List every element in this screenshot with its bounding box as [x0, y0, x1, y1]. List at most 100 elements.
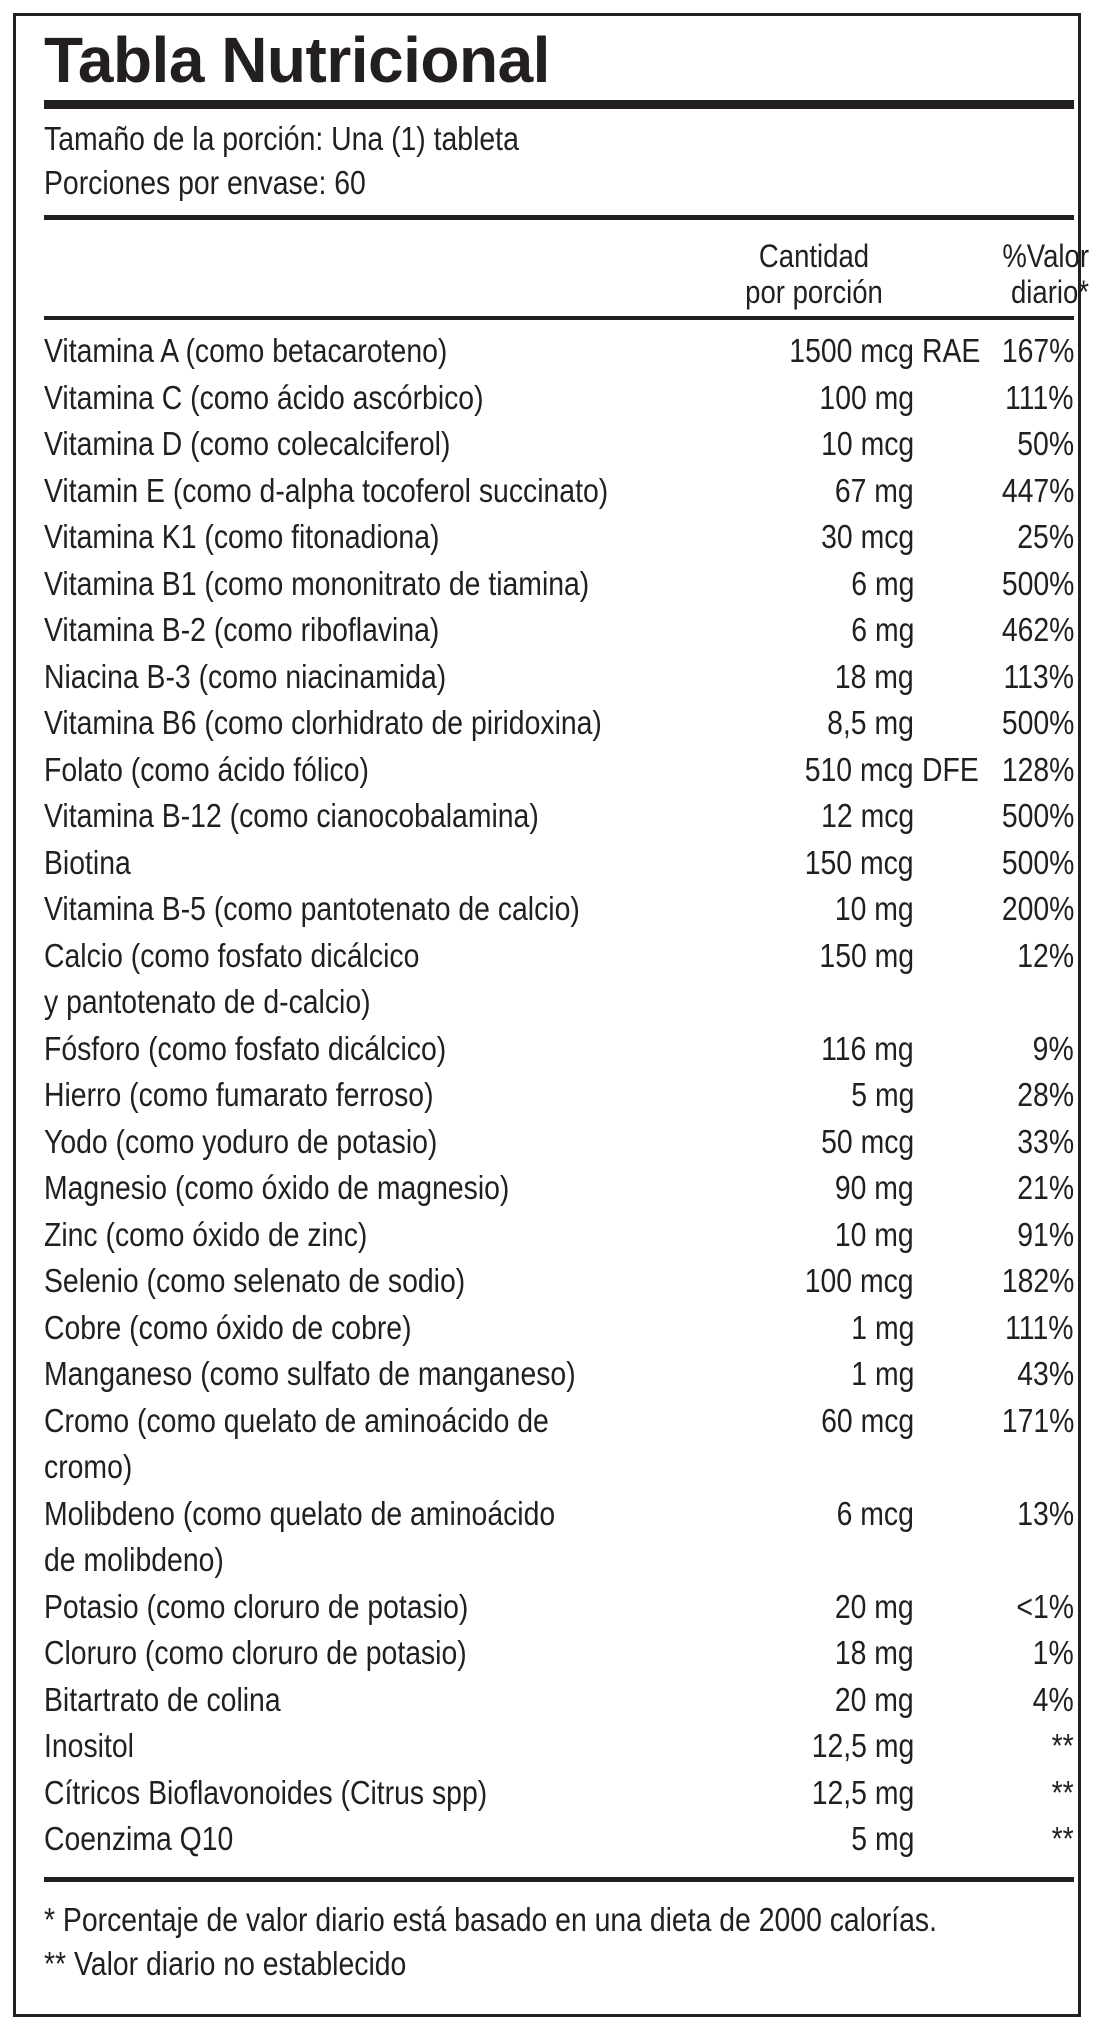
- nutrient-amount: 6 mg: [850, 564, 914, 602]
- nutrient-name-line1: Manganeso (como sulfato de manganeso): [44, 1355, 576, 1392]
- header-divider: [44, 316, 1074, 320]
- nutrient-daily-value: **: [1051, 1820, 1074, 1857]
- nutrient-name-line1: Coenzima Q10: [44, 1820, 234, 1857]
- nutrient-name-line1: Vitamina B1 (como mononitrato de tiamina…: [44, 564, 590, 602]
- nutrient-amount: 150 mcg: [805, 843, 914, 881]
- nutrient-name-line1: Biotina: [44, 843, 131, 881]
- nutrient-name: Cítricos Bioflavonoides (Citrus spp): [44, 1770, 663, 1817]
- nutrient-name-line1: Cobre (como óxido de cobre): [44, 1308, 412, 1346]
- nutrient-name-line1: Molibdeno (como quelato de aminoácido: [44, 1494, 556, 1532]
- nutrient-name: Cobre (como óxido de cobre): [44, 1305, 663, 1352]
- nutrient-amount: 20 mg: [835, 1587, 914, 1625]
- nutrient-name: Manganeso (como sulfato de manganeso): [44, 1351, 663, 1398]
- nutrient-amount: 50 mcg: [820, 1122, 914, 1160]
- nutrient-name-line1: Vitamina B-2 (como riboflavina): [44, 611, 440, 648]
- nutrient-name-line2: de molibdeno): [44, 1541, 224, 1578]
- nutrient-name: Vitamina B-2 (como riboflavina): [44, 607, 663, 654]
- nutrient-row: Cromo (como quelato de aminoácido de crom…: [44, 1398, 1074, 1491]
- nutrient-name: Biotina: [44, 840, 663, 887]
- amount-header-line2: por porción: [745, 274, 883, 310]
- nutrient-amount: 18 mg: [835, 657, 914, 695]
- nutrient-name-line1: Vitamina C (como ácido ascórbico): [44, 378, 484, 416]
- footnotes: * Porcentaje de valor diario está basado…: [44, 1898, 938, 1986]
- footnote-not-established: ** Valor diario no establecido: [44, 1944, 407, 1982]
- nutrient-name: Cloruro (como cloruro de potasio): [44, 1630, 663, 1677]
- nutrient-amount: 10 mcg: [820, 425, 914, 462]
- nutrient-amount: 1500 mcg: [789, 332, 914, 369]
- label-content: Tabla Nutricional Tamaño de la porción: …: [44, 16, 1089, 1986]
- nutrient-row: Cloruro (como cloruro de potasio) 18 mg 1%: [44, 1630, 1074, 1677]
- nutrient-name: Selenio (como selenato de sodio): [44, 1258, 663, 1305]
- servings-per-container: Porciones por envase: 60: [44, 164, 366, 201]
- nutrient-name: Vitamin E (como d-alpha tocoferol succin…: [44, 468, 663, 515]
- nutrient-row: Cobre (como óxido de cobre) 1 mg 111%: [44, 1305, 1074, 1352]
- nutrient-row: Yodo (como yoduro de potasio) 50 mcg 33%: [44, 1119, 1074, 1166]
- nutrient-daily-value: 171%: [1001, 1401, 1074, 1439]
- nutrient-row: Vitamina B-12 (como cianocobalamina) 12 m…: [44, 793, 1074, 840]
- label-title: Tabla Nutricional: [44, 24, 550, 96]
- nutrient-row: Folato (como ácido fólico) 510 mcg DFE 128%: [44, 747, 1074, 794]
- footnote-daily-value: * Porcentaje de valor diario está basado…: [44, 1900, 938, 1938]
- nutrient-name: Vitamina K1 (como fitonadiona): [44, 514, 663, 561]
- nutrient-row: Zinc (como óxido de zinc) 10 mg 91%: [44, 1212, 1074, 1259]
- amount-header-line1: Cantidad: [758, 238, 870, 274]
- nutrient-row: Cítricos Bioflavonoides (Citrus spp) 12,5…: [44, 1770, 1074, 1817]
- nutrient-name-line1: Vitamina D (como colecalciferol): [44, 425, 451, 462]
- nutrient-daily-value: 43%: [1017, 1355, 1074, 1392]
- nutrient-row: Fósforo (como fosfato dicálcico) 116 mg 9%: [44, 1026, 1074, 1073]
- nutrient-row: Coenzima Q10 5 mg **: [44, 1816, 1074, 1863]
- nutrient-name-line1: Vitamin E (como d-alpha tocoferol succin…: [44, 471, 609, 509]
- nutrient-daily-value: 13%: [1017, 1494, 1074, 1532]
- nutrient-daily-value: 12%: [1017, 936, 1074, 974]
- nutrient-name: Vitamina A (como betacaroteno): [44, 328, 663, 375]
- nutrient-name-line1: Yodo (como yoduro de potasio): [44, 1122, 438, 1160]
- nutrient-name-line1: Folato (como ácido fólico): [44, 750, 369, 788]
- nutrient-name-line1: Cítricos Bioflavonoides (Citrus spp): [44, 1773, 488, 1811]
- nutrient-daily-value: 447%: [1001, 471, 1074, 509]
- nutrient-row: Niacina B-3 (como niacinamida) 18 mg 113%: [44, 654, 1074, 701]
- nutrient-amount: 116 mg: [821, 1029, 914, 1067]
- nutrient-row: Vitamina B-5 (como pantotenato de calcio…: [44, 886, 1074, 933]
- nutrient-amount: 100 mg: [819, 378, 914, 416]
- amount-header: Cantidad por porción: [709, 238, 919, 310]
- nutrient-amount: 60 mcg: [820, 1401, 914, 1439]
- nutrient-amount: 90 mg: [835, 1169, 914, 1206]
- title-divider: [44, 100, 1074, 109]
- nutrient-row: Bitartrato de colina 20 mg 4%: [44, 1677, 1074, 1724]
- nutrient-amount: 12 mcg: [820, 797, 914, 834]
- serving-info: Tamaño de la porción: Una (1) tableta Po…: [44, 117, 930, 205]
- nutrient-name-line1: Bitartrato de colina: [44, 1680, 281, 1718]
- nutrient-daily-value: 91%: [1017, 1215, 1074, 1253]
- nutrient-name-line1: Vitamina K1 (como fitonadiona): [44, 518, 440, 555]
- nutrient-list: Vitamina A (como betacaroteno) 1500 mcg RA…: [44, 320, 1074, 1863]
- daily-value-header: %Valor diario*: [949, 238, 1089, 310]
- nutrient-row: Inositol 12,5 mg **: [44, 1723, 1074, 1770]
- nutrient-name-line2: cromo): [44, 1448, 133, 1485]
- nutrient-daily-value: **: [1051, 1773, 1074, 1811]
- nutrient-row: Vitamina B6 (como clorhidrato de piridox…: [44, 700, 1074, 747]
- nutrient-name-line1: Zinc (como óxido de zinc): [44, 1215, 368, 1253]
- nutrient-row: Magnesio (como óxido de magnesio) 90 mg 21…: [44, 1165, 1074, 1212]
- nutrient-name: Vitamina D (como colecalciferol): [44, 421, 663, 468]
- nutrient-unit-qualifier: RAE: [922, 332, 981, 369]
- nutrient-daily-value: 25%: [1017, 518, 1074, 555]
- nutrient-name: Yodo (como yoduro de potasio): [44, 1119, 663, 1166]
- nutrient-name: Calcio (como fosfato dicálcico y pantoten…: [44, 933, 663, 1026]
- nutrient-daily-value: 500%: [1001, 843, 1074, 881]
- column-headers: Cantidad por porción %Valor diario*: [44, 228, 1089, 316]
- nutrient-amount: 30 mcg: [820, 518, 914, 555]
- nutrient-name: Vitamina B1 (como mononitrato de tiamina…: [44, 561, 663, 608]
- nutrient-daily-value: 28%: [1017, 1076, 1074, 1113]
- nutrient-row: Manganeso (como sulfato de manganeso) 1 m…: [44, 1351, 1074, 1398]
- nutrient-name-line1: Cromo (como quelato de aminoácido de: [44, 1401, 549, 1439]
- nutrient-row: Vitamina A (como betacaroteno) 1500 mcg RA…: [44, 328, 1074, 375]
- nutrient-name-line1: Vitamina B-5 (como pantotenato de calcio…: [44, 890, 580, 927]
- nutrient-amount: 20 mg: [835, 1680, 914, 1718]
- nutrient-amount: 67 mg: [835, 471, 914, 509]
- nutrient-daily-value: 4%: [1032, 1680, 1074, 1718]
- nutrient-amount: 5 mg: [850, 1076, 914, 1113]
- nutrient-name-line1: Vitamina A (como betacaroteno): [44, 332, 448, 369]
- nutrient-daily-value: 21%: [1017, 1169, 1074, 1206]
- nutrient-name: Inositol: [44, 1723, 663, 1770]
- nutrient-name: Niacina B-3 (como niacinamida): [44, 654, 663, 701]
